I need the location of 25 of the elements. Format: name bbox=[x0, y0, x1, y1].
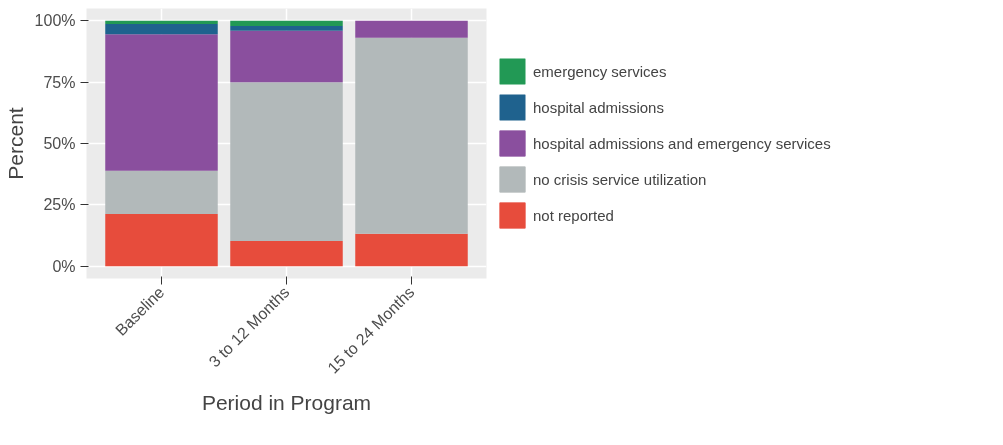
legend-label: hospital admissions and emergency services bbox=[533, 134, 831, 152]
bar bbox=[105, 213, 218, 267]
bar bbox=[355, 233, 468, 267]
bar bbox=[105, 170, 218, 214]
legend-label: emergency services bbox=[533, 62, 667, 80]
y-tick-label: 0% bbox=[52, 257, 76, 275]
bar bbox=[230, 82, 343, 241]
y-tick-label: 75% bbox=[43, 73, 76, 91]
y-tick-label: 100% bbox=[34, 12, 76, 30]
y-tick-label: 50% bbox=[43, 135, 76, 152]
bar bbox=[355, 20, 468, 38]
bar bbox=[355, 37, 468, 234]
bar bbox=[230, 30, 343, 83]
legend-label: not reported bbox=[533, 206, 614, 224]
bar bbox=[105, 34, 218, 171]
y-axis-title: Percent bbox=[3, 107, 27, 180]
y-tick-label: 25% bbox=[43, 196, 76, 214]
legend-label: hospital admissions bbox=[533, 98, 664, 116]
bar bbox=[230, 240, 343, 267]
bar bbox=[105, 23, 218, 35]
bar bbox=[230, 20, 343, 26]
bar bbox=[230, 25, 343, 31]
bar bbox=[105, 20, 218, 24]
legend-label: no crisis service utilization bbox=[533, 170, 707, 188]
x-axis-title: Period in Program bbox=[201, 390, 372, 414]
